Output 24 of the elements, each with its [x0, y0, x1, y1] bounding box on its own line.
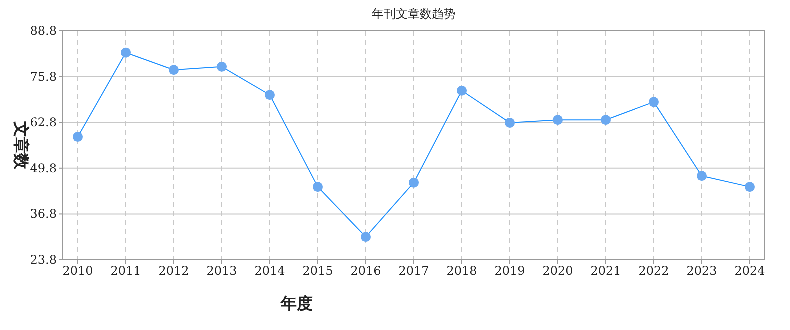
x-tick-label: 2019 [494, 264, 526, 278]
x-tick-label: 2012 [158, 264, 190, 278]
x-tick-label: 2023 [686, 264, 718, 278]
x-tick-label: 2017 [398, 264, 430, 278]
x-tick-label: 2016 [350, 264, 382, 278]
y-axis-title: 文章数 [12, 120, 31, 170]
y-tick-label: 49.8 [30, 161, 57, 176]
x-tick-label: 2021 [590, 264, 622, 278]
x-tick-label: 2011 [110, 264, 142, 278]
x-tick-label: 2018 [446, 264, 478, 278]
y-tick-label: 36.8 [30, 207, 57, 222]
chart-title: 年刊文章数趋势 [372, 7, 456, 21]
x-tick-label: 2020 [542, 264, 574, 278]
y-tick-label: 62.8 [30, 116, 57, 130]
x-tick-label: 2015 [302, 264, 334, 278]
x-tick-label: 2014 [254, 264, 286, 278]
x-tick-label: 2010 [62, 264, 94, 278]
x-axis-title: 年度 [280, 294, 313, 313]
x-tick-label: 2022 [638, 264, 670, 278]
y-tick-label: 75.8 [30, 70, 57, 84]
x-tick-label: 2013 [206, 264, 238, 278]
x-tick-label: 2024 [734, 264, 766, 278]
y-tick-label: 88.8 [30, 24, 57, 38]
y-tick-label: 23.8 [30, 253, 57, 267]
